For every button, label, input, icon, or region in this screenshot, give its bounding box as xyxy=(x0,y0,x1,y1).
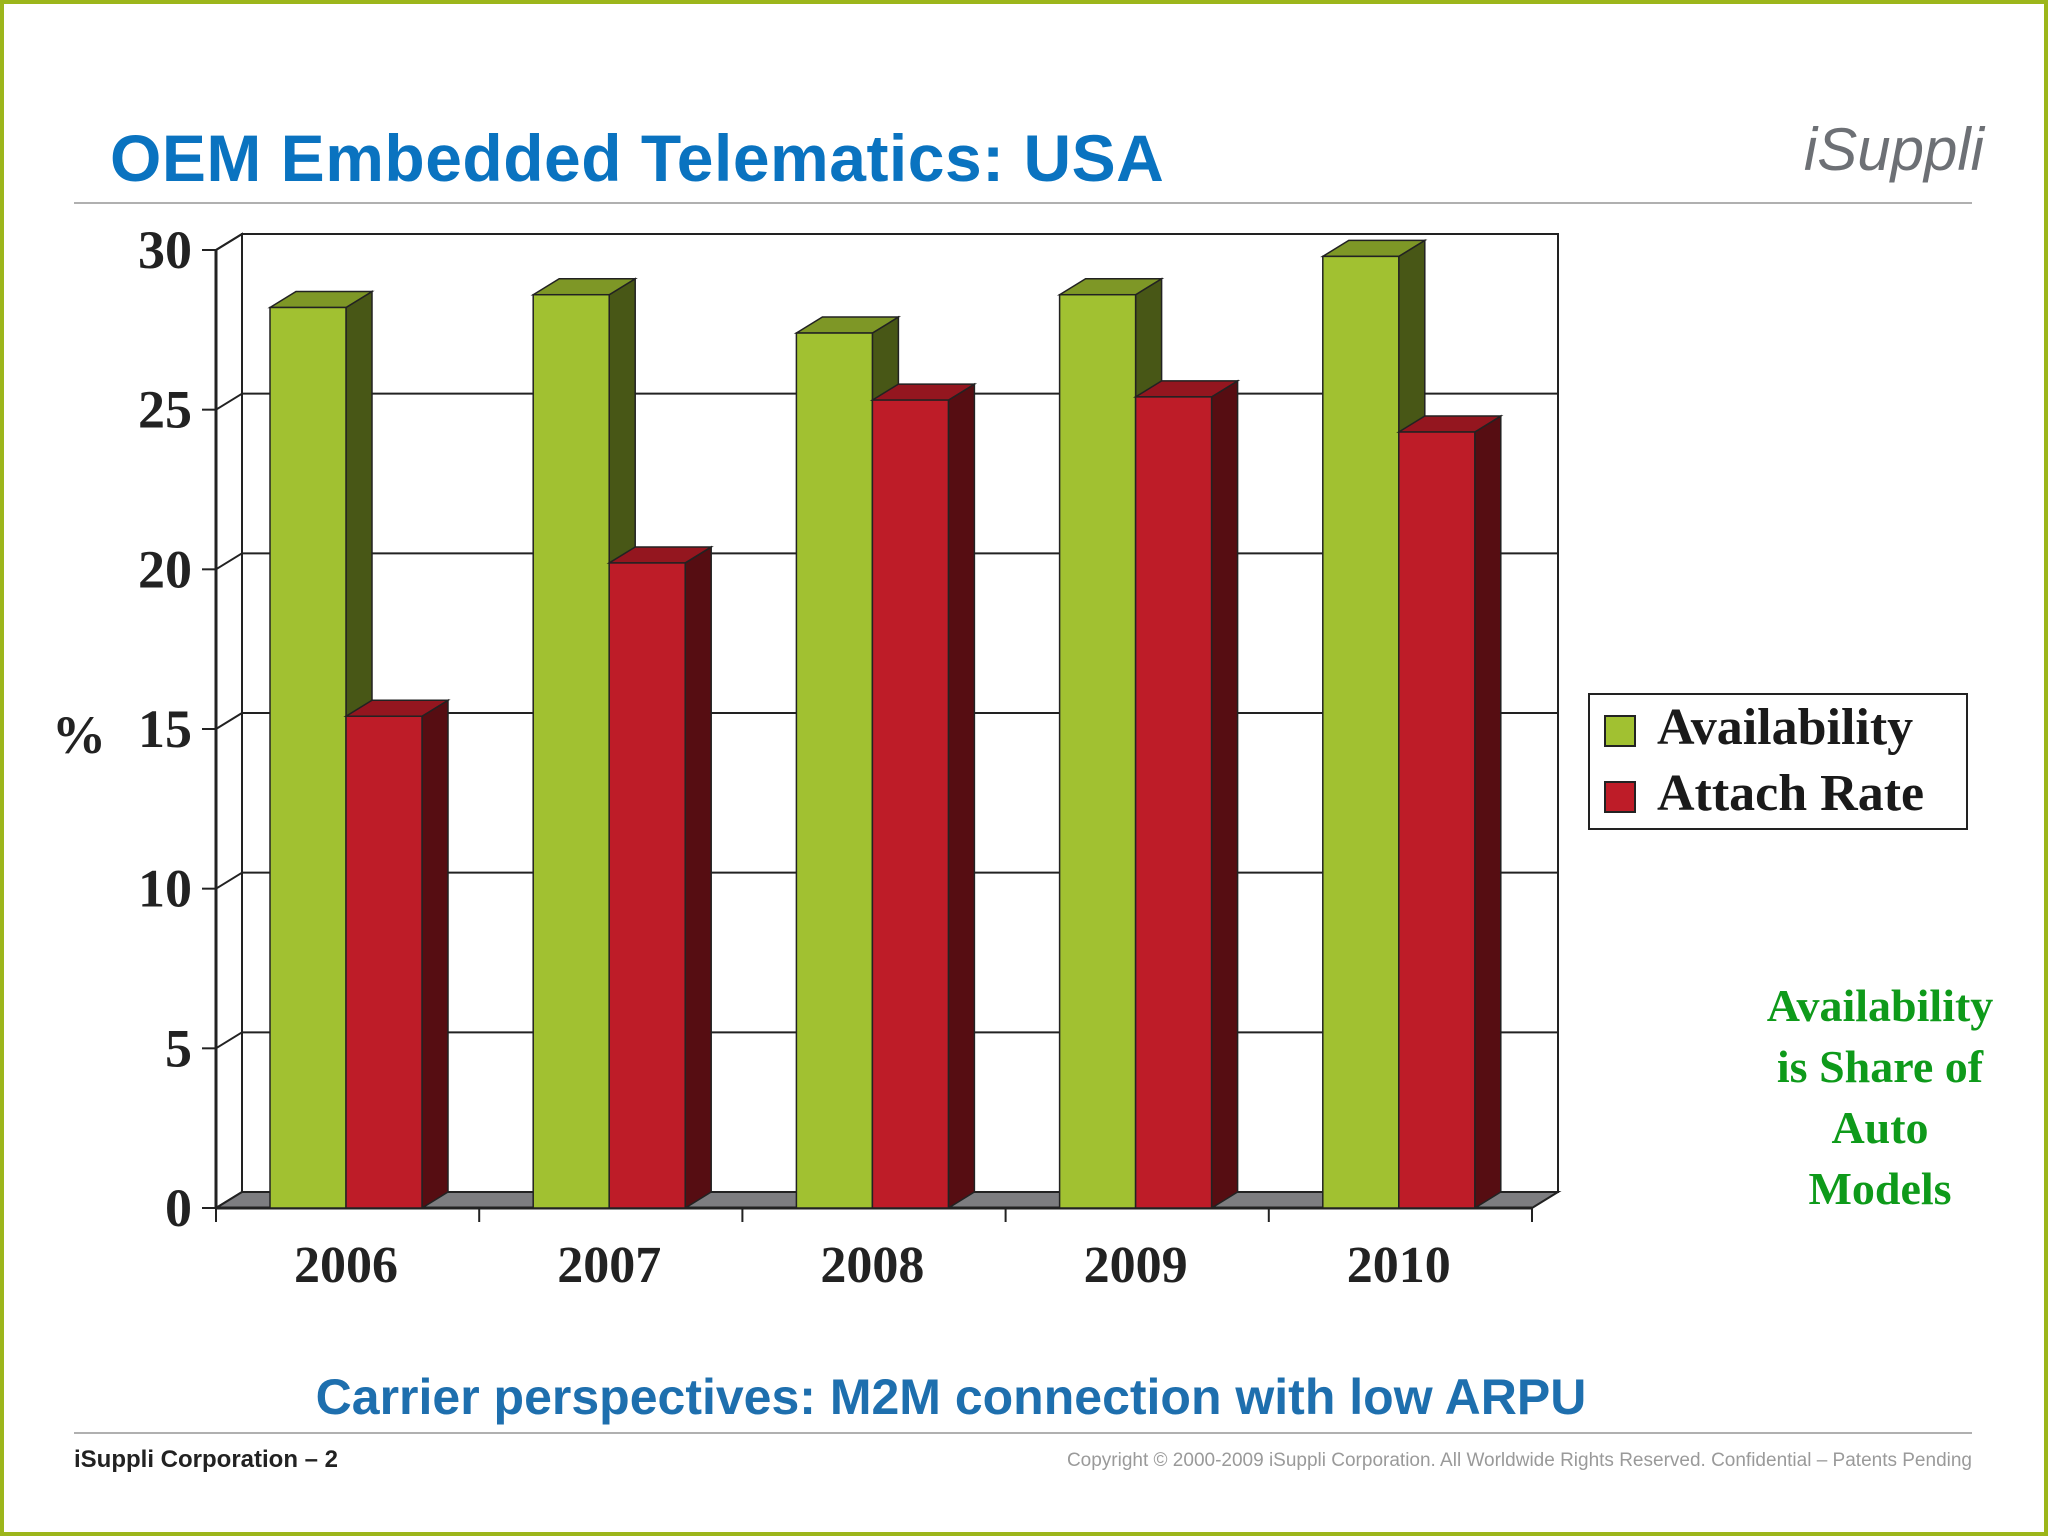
y-tick-label: 0 xyxy=(165,1178,192,1238)
footer-page-label: iSuppli Corporation – 2 xyxy=(74,1446,339,1473)
bar xyxy=(608,562,686,1209)
bar xyxy=(1058,293,1137,1209)
footer-copyright: Copyright © 2000-2009 iSuppli Corporatio… xyxy=(1066,1450,1972,1471)
availability-note: Availability is Share of Auto Models xyxy=(1720,975,2040,1219)
gridline-side xyxy=(215,552,243,571)
bar-side xyxy=(684,545,712,1210)
x-tick-label: 2008 xyxy=(820,1237,924,1294)
y-tick-label: 25 xyxy=(138,380,192,440)
bar xyxy=(1322,255,1400,1209)
footer-divider xyxy=(74,1432,1972,1434)
note-line: is Share of xyxy=(1776,1041,1984,1092)
note-line: Availability xyxy=(1766,980,1994,1031)
x-tick-label: 2009 xyxy=(1084,1237,1188,1294)
page-title: OEM Embedded Telematics: USA xyxy=(110,121,1165,195)
bar-side xyxy=(1210,379,1239,1210)
slide-subtitle: Carrier perspectives: M2M connection wit… xyxy=(315,1369,1587,1425)
y-tick-label: 15 xyxy=(138,699,192,759)
bar xyxy=(871,399,950,1209)
note-line: Models xyxy=(1808,1163,1952,1214)
bar xyxy=(1134,396,1213,1209)
gridline-side xyxy=(215,392,243,411)
bar xyxy=(795,332,874,1209)
y-tick-label: 10 xyxy=(138,859,192,919)
bar xyxy=(345,715,423,1209)
bar-side xyxy=(421,698,449,1210)
gridline-side xyxy=(215,1031,243,1050)
y-tick-label: 5 xyxy=(165,1018,192,1078)
bar xyxy=(1398,431,1476,1209)
bar xyxy=(269,306,347,1209)
gridline-side xyxy=(215,871,243,890)
bar-side xyxy=(947,382,976,1210)
x-tick-label: 2006 xyxy=(294,1237,398,1294)
x-tick-label: 2010 xyxy=(1347,1237,1451,1294)
legend-label: Attach Rate xyxy=(1657,765,1924,822)
y-tick-label: 20 xyxy=(138,539,192,599)
legend-box xyxy=(1588,693,1968,830)
gridline-side xyxy=(215,712,243,730)
x-tick-label: 2007 xyxy=(557,1237,661,1294)
note-line: Auto xyxy=(1831,1102,1929,1153)
bar xyxy=(532,293,610,1209)
header-divider xyxy=(74,202,1972,204)
y-tick-label: 30 xyxy=(138,220,192,280)
bar-side xyxy=(1474,414,1502,1210)
legend-swatch xyxy=(1604,781,1636,813)
y-axis-label: % xyxy=(52,705,106,765)
gridline-side xyxy=(215,233,243,251)
legend-swatch xyxy=(1604,715,1636,747)
isuppli-logo: iSuppli xyxy=(1803,116,1984,183)
legend-label: Availability xyxy=(1657,699,1913,756)
